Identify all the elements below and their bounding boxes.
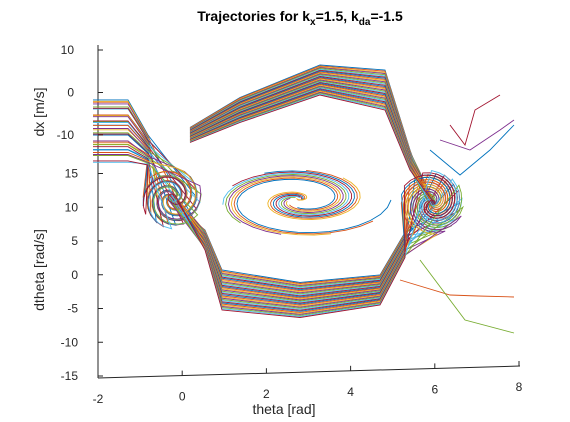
y-tick-label: 0 <box>71 268 78 282</box>
x-tick-label: 6 <box>431 382 438 396</box>
trajectory-line <box>236 178 392 234</box>
z-axis-label: dx [m/s] <box>31 87 47 136</box>
chart-title: Trajectories for kx=1.5, kda=-1.5 <box>197 8 403 28</box>
y-tick-label: 10 <box>65 200 79 214</box>
z-tick-label: 0 <box>67 86 74 100</box>
x-tick-label: -2 <box>93 392 104 406</box>
y-tick-label: -5 <box>67 302 78 316</box>
y-tick-label: 5 <box>71 234 78 248</box>
y-tick-label: -10 <box>61 335 79 349</box>
y-tick-label: 15 <box>65 167 79 181</box>
trajectory-line <box>233 177 374 235</box>
trajectory-line <box>399 279 515 298</box>
trajectory-line <box>264 170 355 218</box>
trajectory-line <box>439 119 515 151</box>
trajectory-line <box>270 169 358 219</box>
y-tick-label: -15 <box>61 369 79 383</box>
trajectory-line <box>429 124 515 176</box>
z-tick-label: 10 <box>61 43 75 57</box>
trajectory-lines <box>93 64 515 334</box>
x-tick-label: 0 <box>179 390 186 404</box>
trajectory-line <box>230 176 341 236</box>
axes <box>97 45 521 379</box>
trajectory-line <box>225 174 347 224</box>
trajectory-line <box>419 259 515 334</box>
trajectory-line <box>93 94 453 318</box>
x-axis-label: theta [rad] <box>252 401 315 417</box>
trajectory-line <box>267 177 361 220</box>
trajectory-line <box>222 172 350 216</box>
x-tick-label: 2 <box>263 387 270 401</box>
trajectory-line <box>232 171 353 217</box>
axis-ticks: -2 0 2 4 6 8 -15 -10 -5 0 5 10 15 -10 0 10 <box>57 43 523 406</box>
y-axis-label: dtheta [rad/s] <box>31 229 47 311</box>
trajectory-line <box>449 94 501 146</box>
x-tick-label: 4 <box>347 385 354 399</box>
trajectory-line <box>227 175 344 235</box>
x-tick-label: 8 <box>516 380 523 394</box>
z-tick-label: -10 <box>57 128 75 142</box>
bottom-axis-line <box>97 365 521 379</box>
